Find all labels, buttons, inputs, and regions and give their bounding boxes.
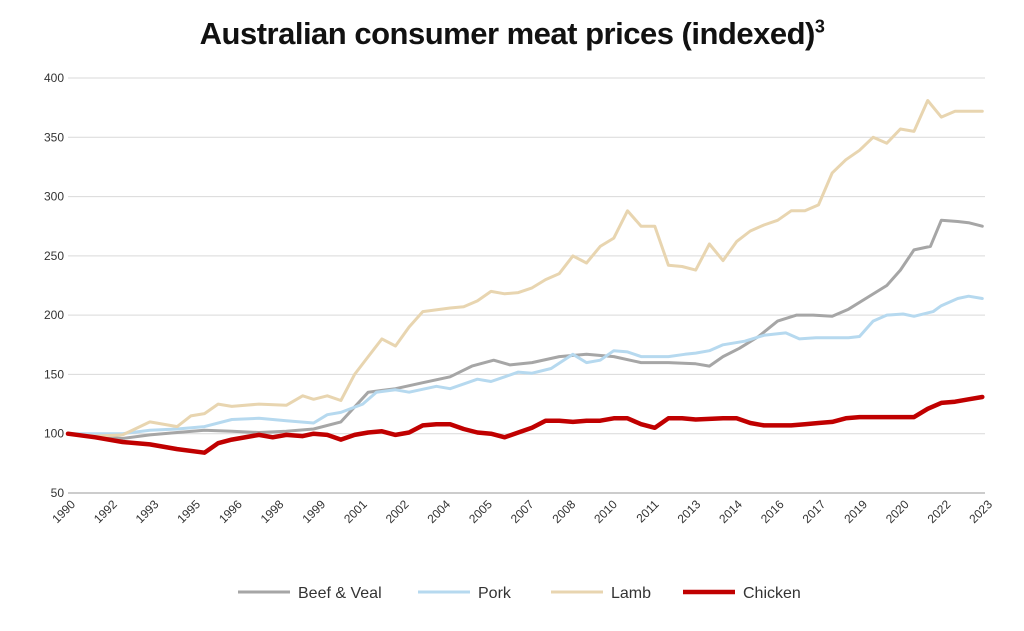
y-tick-label: 150: [44, 367, 64, 381]
y-tick-label: 100: [44, 427, 64, 441]
x-tick-label: 2016: [758, 497, 787, 526]
x-tick-label: 2014: [716, 497, 745, 526]
y-tick-label: 300: [44, 190, 64, 204]
series-line-beef-veal: [66, 218, 984, 440]
x-tick-label: 2001: [341, 497, 370, 526]
x-tick-label: 2011: [634, 497, 662, 525]
x-tick-label: 2020: [883, 497, 912, 526]
y-tick-label: 200: [44, 308, 64, 322]
y-axis-ticks: 50 100 150 200 250 300 350 400: [44, 71, 64, 500]
x-tick-label: 2010: [591, 497, 620, 526]
x-tick-label: 1993: [133, 497, 162, 526]
x-tick-label: 1995: [174, 497, 203, 526]
series-line-pork: [66, 294, 984, 436]
legend: Beef & Veal Pork Lamb Chicken: [238, 585, 801, 602]
series-lines: [65, 99, 985, 455]
x-tick-label: 2019: [841, 497, 870, 526]
y-tick-label: 250: [44, 249, 64, 263]
y-tick-label: 350: [44, 130, 64, 144]
y-tick-label: 50: [51, 486, 65, 500]
x-axis-ticks: 1990 1992 1993 1995 1996 1998 1999 2001 2002 2004…: [49, 497, 995, 526]
legend-label-beef-veal: Beef & Veal: [298, 585, 382, 602]
x-tick-label: 1992: [91, 497, 120, 526]
x-tick-label: 1996: [216, 497, 245, 526]
x-tick-label: 1998: [258, 497, 287, 526]
legend-label-lamb: Lamb: [611, 585, 651, 602]
x-tick-label: 2007: [508, 497, 537, 526]
x-tick-label: 2022: [925, 497, 954, 526]
x-tick-label: 2005: [466, 497, 495, 526]
x-tick-label: 1999: [299, 497, 328, 526]
x-tick-label: 2002: [383, 497, 412, 526]
x-tick-label: 2013: [675, 497, 704, 526]
x-tick-label: 2023: [966, 497, 995, 526]
chart-title-text: Australian consumer meat prices (indexed…: [199, 16, 816, 51]
chart-title: Australian consumer meat prices (indexed…: [0, 16, 1024, 52]
x-tick-label: 2008: [550, 497, 579, 526]
y-tick-label: 400: [44, 71, 64, 85]
chart-title-superscript: 3: [814, 16, 825, 37]
legend-label-chicken: Chicken: [743, 585, 801, 602]
series-line-lamb: [66, 99, 984, 438]
x-tick-label: 2004: [424, 497, 453, 526]
x-tick-label: 1990: [49, 497, 78, 526]
gridlines: [68, 77, 985, 494]
series-line-chicken: [65, 394, 985, 455]
legend-label-pork: Pork: [478, 585, 512, 602]
x-tick-label: 2017: [800, 497, 829, 526]
